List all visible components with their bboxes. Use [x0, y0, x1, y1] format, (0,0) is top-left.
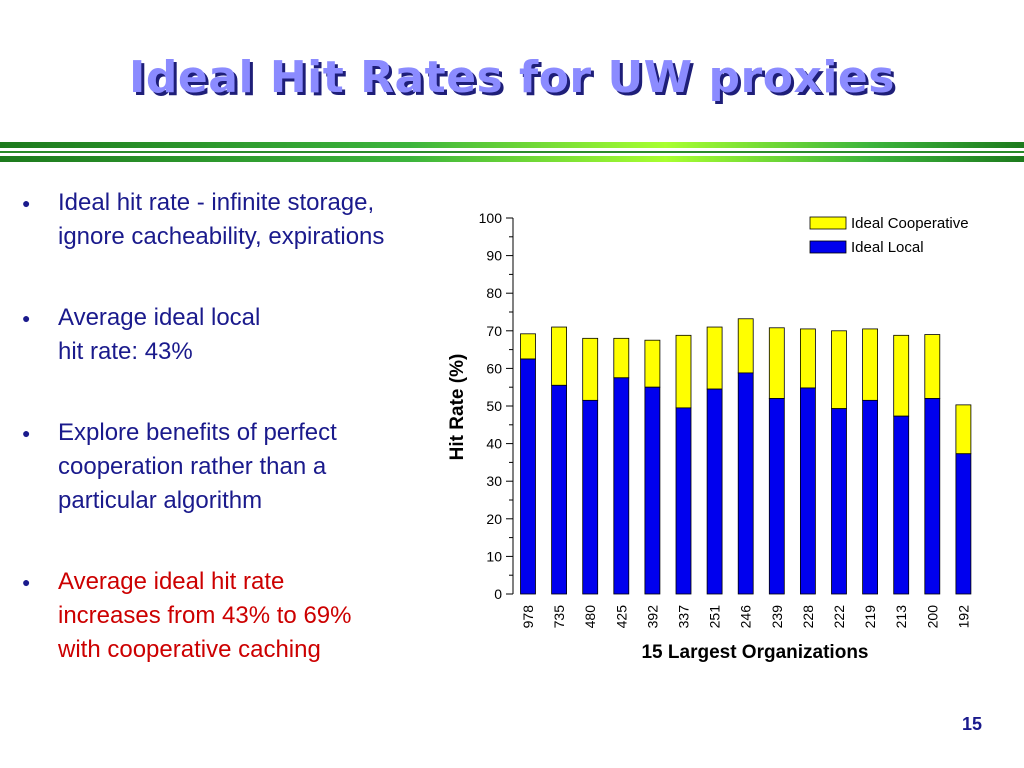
x-tick-label: 337	[676, 605, 692, 629]
bar-cooperative	[737, 318, 754, 374]
x-tick-label: 480	[582, 605, 598, 629]
bar-local	[768, 398, 785, 595]
bullet-line: cooperation rather than a	[58, 453, 327, 480]
bar-local	[862, 399, 879, 595]
title-divider-middle	[0, 151, 1024, 153]
x-tick-label: 735	[551, 605, 567, 629]
bullet-dot-icon: ●	[22, 574, 31, 590]
bar-cooperative	[831, 330, 847, 410]
y-tick-label: 40	[486, 436, 502, 452]
bullet-line: Average ideal local	[58, 304, 261, 331]
bar-cooperative	[582, 337, 599, 401]
y-tick-label: 100	[479, 210, 503, 226]
bullet-line: with cooperative caching	[58, 636, 321, 663]
x-tick-label: 228	[800, 605, 816, 629]
y-tick-label: 80	[486, 285, 502, 301]
bar-cooperative	[613, 337, 630, 379]
x-axis-label: 15 Largest Organizations	[641, 642, 868, 663]
x-tick-labels: 978 735 480 425 392 337 251 246 239 228 222 219 213 2…	[520, 605, 971, 629]
y-tick-label: 70	[486, 323, 502, 339]
page-number: 15	[962, 714, 983, 734]
x-tick-label: 978	[520, 605, 536, 629]
x-tick-label: 213	[893, 605, 909, 629]
bar-cooperative	[799, 328, 816, 389]
legend-swatch-local	[809, 240, 847, 254]
x-tick-label: 251	[707, 605, 723, 629]
bar-local	[644, 386, 661, 595]
bullet-line: Average ideal hit rate	[58, 568, 285, 595]
y-tick-label: 60	[486, 360, 502, 376]
x-tick-label: 246	[738, 605, 754, 629]
bar-cooperative	[520, 333, 536, 360]
bar-cooperative	[768, 327, 785, 399]
bar-cooperative	[675, 334, 692, 409]
y-axis: 0 10 20 30 40 50 60 70 80 90 100	[479, 210, 514, 602]
legend-label-cooperative: Ideal Cooperative	[851, 215, 969, 232]
y-axis-label: Hit Rate (%)	[447, 354, 468, 461]
bullet-dot-icon: ●	[22, 425, 31, 441]
x-tick-label: 200	[924, 605, 940, 629]
bar-local	[520, 358, 536, 595]
x-tick-label: 222	[831, 605, 847, 629]
y-tick-label: 10	[486, 548, 502, 564]
bar-cooperative	[706, 326, 723, 390]
bar-group	[520, 318, 972, 595]
bar-local	[551, 384, 567, 595]
bullet-list: ● Ideal hit rate - infinite storage, ign…	[18, 186, 458, 667]
bar-cooperative	[644, 339, 661, 388]
bar-local	[706, 388, 723, 595]
bar-local	[924, 398, 941, 595]
bullet-dot-icon: ●	[22, 310, 31, 326]
bar-cooperative	[551, 326, 567, 386]
y-tick-label: 20	[486, 511, 502, 527]
legend-swatch-cooperative	[809, 216, 847, 230]
bullet-item-highlight: ● Average ideal hit rate increases from …	[18, 565, 458, 667]
bar-cooperative	[924, 334, 941, 399]
hit-rate-chart: 0 10 20 30 40 50 60 70 80 90 100 978 735 480 425 392 33…	[447, 210, 972, 663]
x-tick-label: 192	[955, 605, 971, 629]
y-tick-label: 90	[486, 248, 502, 264]
bar-local	[799, 387, 816, 595]
bar-local	[582, 399, 599, 595]
legend-label-local: Ideal Local	[851, 239, 924, 256]
x-tick-label: 392	[644, 605, 660, 629]
bullet-line: hit rate: 43%	[58, 338, 193, 365]
bullet-item: ● Explore benefits of perfect cooperatio…	[18, 416, 458, 518]
y-tick-label: 50	[486, 398, 502, 414]
bullet-item: ● Average ideal local hit rate: 43%	[18, 301, 458, 369]
bullet-line: increases from 43% to 69%	[58, 602, 352, 629]
bar-local	[955, 453, 972, 595]
x-tick-label: 219	[862, 605, 878, 629]
chart-legend: Ideal Cooperative Ideal Local	[809, 215, 969, 256]
bar-cooperative	[955, 404, 972, 455]
bullet-line: Ideal hit rate - infinite storage,	[58, 189, 375, 216]
slide-title: Ideal Hit Rates for UW proxies	[129, 52, 895, 103]
bar-cooperative	[893, 334, 910, 417]
bar-cooperative	[862, 328, 879, 401]
bullet-line: particular algorithm	[58, 487, 263, 514]
bullet-item: ● Ideal hit rate - infinite storage, ign…	[18, 186, 458, 254]
bar-local	[831, 408, 847, 595]
bar-local	[737, 372, 754, 595]
bullet-line: Explore benefits of perfect	[58, 419, 337, 446]
x-tick-label: 425	[613, 605, 629, 629]
bullet-line: ignore cacheability, expirations	[58, 223, 385, 250]
y-tick-label: 0	[494, 586, 502, 602]
bullet-dot-icon: ●	[22, 195, 31, 211]
title-divider-top	[0, 142, 1024, 148]
bar-local	[675, 407, 692, 595]
bar-local	[893, 415, 910, 595]
title-divider-bottom	[0, 156, 1024, 162]
x-tick-label: 239	[769, 605, 785, 629]
bar-local	[613, 377, 630, 595]
y-tick-label: 30	[486, 473, 502, 489]
